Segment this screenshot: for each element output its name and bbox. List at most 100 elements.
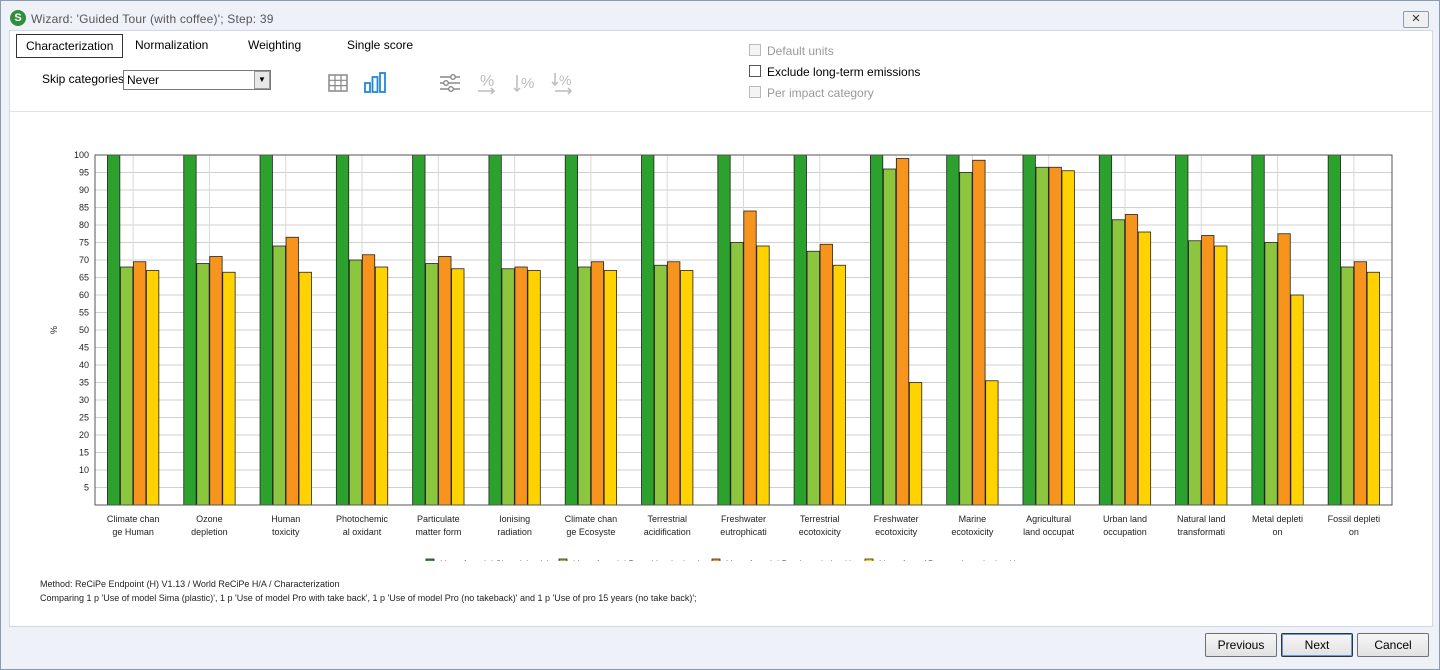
bar: [222, 271, 236, 506]
bar: [793, 154, 807, 506]
checkbox-box[interactable]: [749, 86, 761, 98]
bar: [1124, 214, 1139, 506]
checkbox-box[interactable]: [749, 44, 761, 56]
window-title: Wizard: 'Guided Tour (with coffee)'; Ste…: [31, 12, 274, 26]
bar: [680, 270, 694, 506]
y-tick-label: 15: [79, 448, 89, 458]
bar: [667, 261, 681, 506]
tab-single-score[interactable]: Single score: [347, 38, 414, 52]
bar: [1327, 154, 1341, 506]
chevron-down-icon[interactable]: ▼: [254, 71, 270, 89]
bar: [959, 172, 973, 506]
close-button[interactable]: ✕: [1403, 11, 1429, 28]
skip-categories-value: Never: [127, 73, 160, 87]
bar: [335, 154, 350, 506]
tab-normalization[interactable]: Normalization: [135, 38, 209, 52]
x-tick-label: on: [1273, 527, 1283, 537]
x-tick-label: Agricultural: [1026, 514, 1071, 524]
x-tick-label: Particulate: [417, 514, 460, 524]
x-tick-label: on: [1349, 527, 1359, 537]
bar: [564, 154, 579, 506]
bar: [259, 154, 273, 506]
default-units-checkbox[interactable]: Default units: [749, 44, 834, 58]
x-tick-label: Ionising: [499, 514, 530, 524]
bar: [451, 268, 465, 506]
bar: [1264, 242, 1278, 506]
tab-characterization[interactable]: Characterization: [16, 34, 124, 58]
y-axis-label: %: [49, 326, 59, 334]
per-impact-category-label: Per impact category: [767, 86, 874, 100]
bar: [1353, 261, 1367, 506]
bar: [1251, 154, 1265, 506]
previous-button[interactable]: Previous: [1205, 633, 1277, 657]
y-tick-label: 55: [79, 308, 89, 318]
y-tick-label: 40: [79, 360, 89, 370]
exclude-longterm-checkbox[interactable]: Exclude long-term emissions: [749, 65, 920, 79]
x-tick-label: transformati: [1178, 527, 1226, 537]
bar: [514, 266, 528, 506]
bar: [972, 159, 986, 506]
y-tick-label: 100: [74, 150, 89, 160]
y-tick-label: 50: [79, 325, 89, 335]
wizard-content: Characterization Normalization Weighting…: [9, 30, 1433, 627]
bar: [1188, 240, 1202, 506]
y-tick-label: 30: [79, 395, 89, 405]
bar: [654, 264, 668, 506]
characterization-bar-chart: 5 10 15 20 25 30 35 40 45 50 55 60 65 70 75 80 85 90 95 100…: [49, 150, 1393, 561]
y-tick-label: 75: [79, 238, 89, 248]
bar: [1098, 154, 1113, 506]
x-tick-label: Freshwater: [721, 514, 766, 524]
bar: [361, 254, 376, 506]
y-tick-label: 10: [79, 465, 89, 475]
y-tick-label: 80: [79, 220, 89, 230]
bar: [1111, 219, 1126, 506]
legend-swatch: [558, 558, 568, 561]
legend-label: Use of pro 15 years (no take back): [879, 559, 1017, 561]
y-tick-label: 90: [79, 185, 89, 195]
bar: [133, 261, 147, 506]
bar: [1277, 233, 1291, 506]
bar: [946, 154, 960, 506]
percent-icon[interactable]: %: [476, 71, 500, 95]
sort-percent-arrow-icon[interactable]: %: [551, 71, 575, 95]
bar: [717, 154, 731, 506]
x-tick-label: Terrestrial: [647, 514, 687, 524]
per-impact-category-checkbox[interactable]: Per impact category: [749, 86, 874, 100]
bar: [743, 210, 757, 506]
bar: [1366, 271, 1380, 506]
tab-weighting[interactable]: Weighting: [248, 38, 302, 52]
title-bar: S Wizard: 'Guided Tour (with coffee)'; S…: [1, 1, 1439, 35]
bar: [590, 261, 605, 506]
y-tick-label: 95: [79, 168, 89, 178]
skip-categories-select[interactable]: Never ▼: [123, 70, 271, 90]
cancel-button[interactable]: Cancel: [1357, 633, 1429, 657]
next-button[interactable]: Next: [1281, 633, 1353, 657]
bar: [1340, 266, 1354, 506]
x-tick-label: ge Human: [112, 527, 154, 537]
bar: [374, 266, 389, 506]
exclude-longterm-label: Exclude long-term emissions: [767, 65, 921, 79]
table-icon[interactable]: [326, 71, 350, 95]
checkbox-box[interactable]: [749, 65, 761, 77]
bar: [756, 245, 770, 506]
toolbar-divider: [10, 111, 1432, 112]
bar: [1035, 166, 1049, 506]
legend-label: Use of model Pro (no takeback): [726, 559, 853, 561]
bar: [1061, 170, 1075, 506]
bar: [908, 382, 923, 506]
y-tick-label: 25: [79, 413, 89, 423]
bar: [196, 263, 210, 506]
bar: [412, 154, 426, 506]
bar-chart-icon[interactable]: [363, 71, 387, 95]
bar: [146, 270, 160, 506]
bar: [488, 154, 502, 506]
legend-label: Use of model Sima (plastic): [440, 559, 550, 561]
bar: [1201, 235, 1215, 506]
settings-sliders-icon[interactable]: [438, 71, 462, 95]
bar: [438, 256, 452, 506]
y-tick-label: 85: [79, 203, 89, 213]
legend-swatch: [864, 558, 874, 561]
y-tick-label: 65: [79, 273, 89, 283]
sort-percent-down-icon[interactable]: %: [513, 71, 537, 95]
x-tick-label: Photochemic: [336, 514, 389, 524]
